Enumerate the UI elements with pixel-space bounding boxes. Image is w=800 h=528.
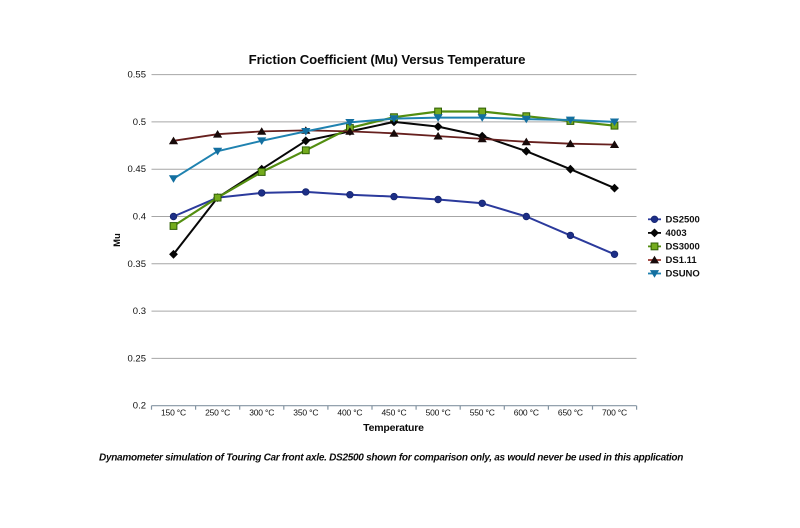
svg-text:150 °C: 150 °C [161,408,186,418]
svg-text:700 °C: 700 °C [602,408,627,418]
svg-text:250 °C: 250 °C [205,408,230,418]
svg-text:550 °C: 550 °C [470,408,495,418]
svg-text:0.3: 0.3 [133,306,146,317]
svg-text:DSUNO: DSUNO [666,269,700,280]
svg-text:DS3000: DS3000 [666,242,700,253]
svg-text:4003: 4003 [666,228,687,239]
svg-text:0.25: 0.25 [128,353,147,364]
svg-text:650 °C: 650 °C [558,408,583,418]
svg-text:0.4: 0.4 [133,212,146,223]
svg-text:Dynamometer simulation of Tour: Dynamometer simulation of Touring Car fr… [99,453,683,464]
svg-text:0.5: 0.5 [133,117,146,128]
svg-text:600 °C: 600 °C [514,408,539,418]
svg-text:500 °C: 500 °C [426,408,451,418]
svg-text:350 °C: 350 °C [293,408,318,418]
svg-text:Friction Coefficient (Mu) Vers: Friction Coefficient (Mu) Versus Tempera… [249,52,526,67]
svg-text:0.45: 0.45 [128,164,147,175]
svg-text:Mu: Mu [112,233,123,247]
svg-text:DS1.11: DS1.11 [666,255,698,266]
svg-text:400 °C: 400 °C [337,408,362,418]
svg-text:0.35: 0.35 [128,259,147,270]
svg-text:300 °C: 300 °C [249,408,274,418]
svg-text:450 °C: 450 °C [381,408,406,418]
svg-text:0.55: 0.55 [128,70,147,81]
svg-text:0.2: 0.2 [133,401,146,412]
svg-text:DS2500: DS2500 [666,215,700,226]
svg-text:Temperature: Temperature [363,422,424,434]
